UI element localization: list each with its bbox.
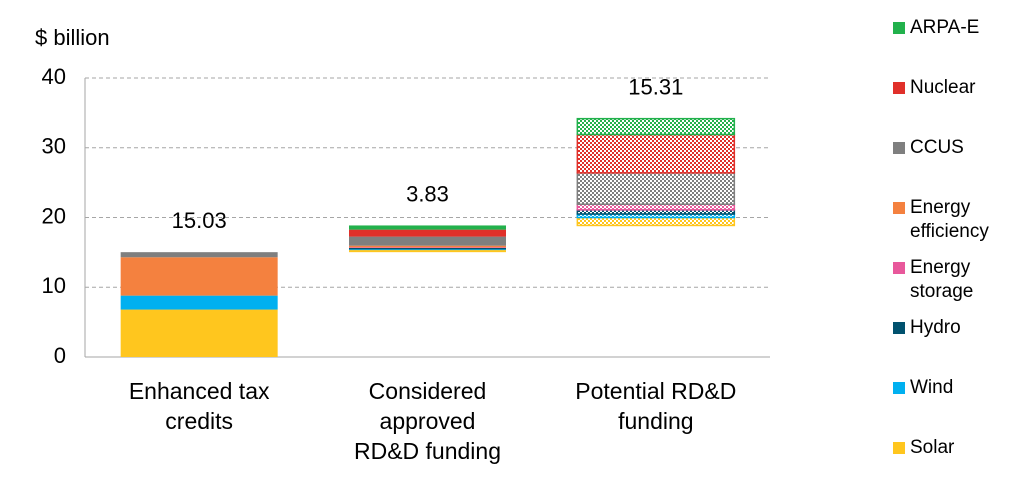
legend-label: Hydro [910, 317, 961, 338]
x-tick-label: Potential RD&D funding [575, 378, 736, 434]
legend-label: Energy efficiency [910, 197, 989, 242]
bar-segment [349, 245, 506, 248]
bar-segment [349, 247, 506, 248]
y-tick-label: 40 [42, 64, 66, 89]
legend-swatch [893, 322, 905, 334]
legend-label: Energy storage [910, 257, 973, 302]
bar-segment [576, 133, 736, 174]
bar-segment [120, 252, 278, 258]
legend-swatch [893, 22, 905, 34]
y-tick-label: 0 [54, 343, 66, 368]
bar-segment [349, 236, 506, 246]
bar-segment [120, 257, 278, 296]
total-label: 3.83 [406, 181, 449, 206]
legend-swatch [893, 82, 905, 94]
legend-swatch [893, 262, 905, 274]
total-label: 15.03 [172, 208, 227, 233]
y-tick-label: 10 [42, 273, 66, 298]
bar-segment [349, 225, 506, 230]
legend-label: Solar [910, 437, 955, 458]
legend-label: Nuclear [910, 77, 976, 98]
bar-segment [349, 249, 506, 251]
bar-segment [120, 295, 278, 310]
bar-segment [349, 229, 506, 237]
x-tick-label: Enhanced tax credits [129, 378, 270, 434]
y-tick-label: 20 [42, 203, 66, 228]
y-tick-label: 30 [42, 134, 66, 159]
x-tick-label: Considered approved RD&D funding [354, 378, 501, 464]
y-axis-label: $ billion [35, 25, 110, 50]
legend-swatch [893, 202, 905, 214]
bar-segment [576, 172, 736, 205]
legend-label: ARPA-E [910, 17, 979, 38]
bar-segment [349, 247, 506, 250]
legend-label: Wind [910, 377, 953, 398]
bar-segment [120, 309, 278, 357]
bar-segment [576, 117, 736, 136]
legend-swatch [893, 442, 905, 454]
bar-segment [349, 250, 506, 253]
legend-swatch [893, 142, 905, 154]
total-label: 15.31 [628, 74, 683, 99]
legend-label: CCUS [910, 137, 964, 158]
legend-swatch [893, 382, 905, 394]
bar-segment [576, 216, 736, 227]
bar-segment [576, 203, 736, 211]
